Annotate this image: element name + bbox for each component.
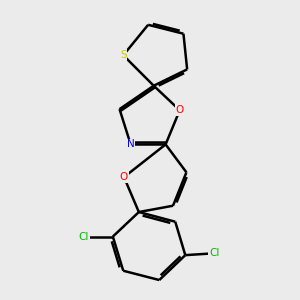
Text: Cl: Cl <box>79 232 89 242</box>
Text: O: O <box>176 105 184 115</box>
Text: S: S <box>120 50 127 60</box>
Text: Cl: Cl <box>209 248 220 258</box>
Text: O: O <box>120 172 128 182</box>
Text: N: N <box>127 140 135 149</box>
